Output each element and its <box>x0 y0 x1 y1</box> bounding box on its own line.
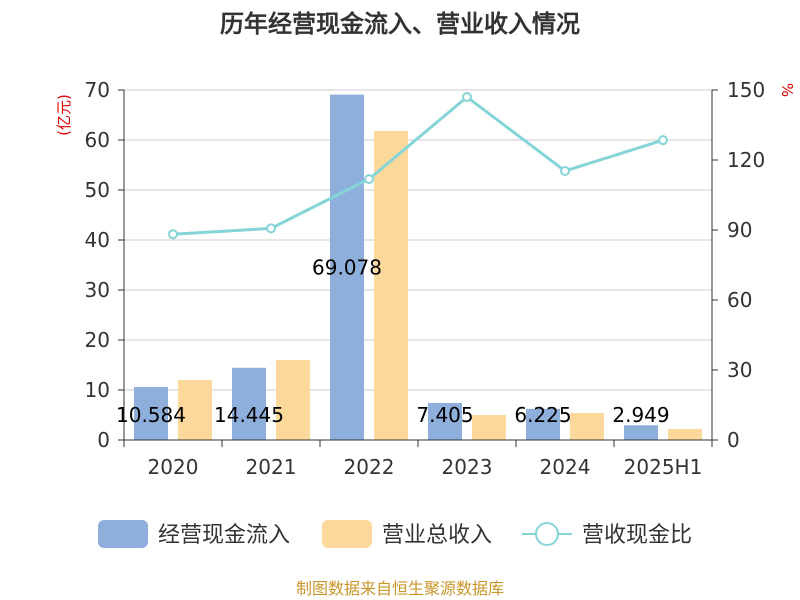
legend-swatch <box>98 520 148 548</box>
legend-swatch <box>322 520 372 548</box>
data-label: 14.445 <box>214 403 284 427</box>
y-right-tick-label: 90 <box>727 218 752 242</box>
bar-cash-inflow <box>428 402 462 440</box>
y-right-tick-label: 30 <box>727 358 752 382</box>
bar-revenue <box>374 131 408 440</box>
bar-cash-inflow <box>526 408 560 440</box>
line-ratio <box>172 95 664 236</box>
legend-label: 营收现金比 <box>582 523 692 548</box>
line-series-group <box>168 92 668 240</box>
line-point <box>168 229 178 240</box>
x-tick-label: 2023 <box>442 455 493 479</box>
x-tick-label: 2024 <box>540 455 591 479</box>
source-note: 制图数据来自恒生聚源数据库 <box>296 579 504 598</box>
y-left-tick-label: 50 <box>85 178 110 202</box>
y-right-tick-label: 0 <box>727 428 740 452</box>
line-point <box>658 135 668 146</box>
bar-cash-inflow <box>232 367 266 440</box>
x-tick-label: 2022 <box>344 455 395 479</box>
bar-cash-inflow <box>330 94 364 441</box>
y-left-tick-label: 0 <box>97 428 110 452</box>
y-left-tick-label: 30 <box>85 278 110 302</box>
y-left-tick-label: 20 <box>85 328 110 352</box>
y-right-tick-label: 120 <box>727 148 765 172</box>
legend-item: 经营现金流入 <box>98 520 290 548</box>
bar-revenue <box>668 429 702 440</box>
grid-lines <box>124 89 712 391</box>
bar-revenue <box>276 360 310 440</box>
y-left-tick-label: 10 <box>85 378 110 402</box>
line-point <box>364 174 374 185</box>
bar-revenue <box>570 413 604 440</box>
legend-item: 营收现金比 <box>522 522 692 548</box>
data-label: 2.949 <box>612 403 669 427</box>
line-point <box>462 92 472 102</box>
y-right-tick-label: 60 <box>727 288 752 312</box>
y-left-tick-label: 40 <box>85 228 110 252</box>
y-left-unit: (亿元) <box>55 94 73 136</box>
chart-title: 历年经营现金流入、营业收入情况 <box>220 10 580 38</box>
y-right-unit: % <box>778 83 796 97</box>
data-label: 6.225 <box>514 403 571 427</box>
y-right-tick-label: 150 <box>727 78 765 102</box>
legend-label: 经营现金流入 <box>158 523 290 548</box>
y-left-tick-label: 70 <box>85 78 110 102</box>
legend-item: 营业总收入 <box>322 520 492 548</box>
axes-group: 0 10 20 30 40 50 60 70 0 30 60 90 120 150 2020 2021 2022… <box>85 78 766 479</box>
data-label: 69.078 <box>312 256 382 280</box>
legend: 经营现金流入 营业总收入 营收现金比 <box>98 520 692 548</box>
legend-marker <box>535 522 559 546</box>
data-label: 7.405 <box>416 403 473 427</box>
x-tick-label: 2025H1 <box>624 455 703 479</box>
x-tick-label: 2020 <box>148 455 199 479</box>
x-tick-label: 2021 <box>246 455 297 479</box>
data-label: 10.584 <box>116 403 186 427</box>
bar-revenue <box>178 380 212 440</box>
data-labels-group: 10.584 14.445 69.078 7.405 6.225 2.949 <box>116 256 670 427</box>
y-left-tick-label: 60 <box>85 128 110 152</box>
bar-cash-inflow <box>134 387 168 440</box>
bar-cash-inflow <box>624 425 658 440</box>
bars-group <box>134 94 702 441</box>
line-point <box>560 165 570 176</box>
line-point <box>266 223 276 234</box>
legend-label: 营业总收入 <box>382 523 492 548</box>
bar-revenue <box>472 415 506 440</box>
